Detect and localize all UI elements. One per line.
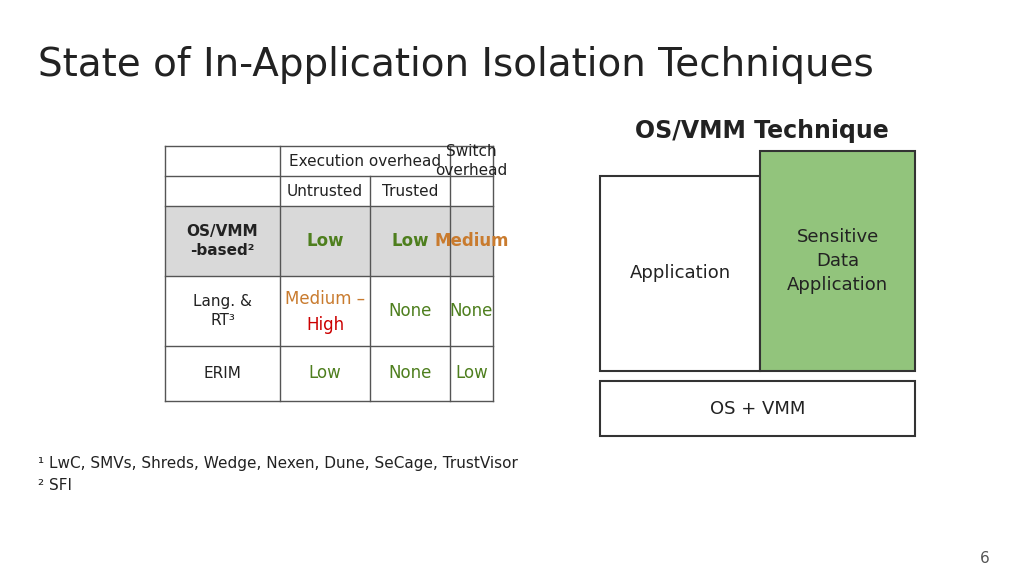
Text: Trusted: Trusted (382, 184, 438, 199)
Text: Untrusted: Untrusted (287, 184, 364, 199)
Text: Medium –: Medium – (285, 290, 366, 308)
Text: Low: Low (391, 232, 429, 250)
Text: Sensitive
Data
Application: Sensitive Data Application (786, 229, 888, 294)
Text: OS/VMM
-based²: OS/VMM -based² (186, 224, 258, 258)
Text: Switch
overhead: Switch overhead (435, 144, 508, 178)
Text: None: None (388, 365, 432, 382)
Text: Execution overhead: Execution overhead (289, 153, 441, 169)
Text: 6: 6 (980, 551, 990, 566)
Text: None: None (388, 302, 432, 320)
Bar (165, 206, 493, 276)
Text: ¹ LwC, SMVs, Shreds, Wedge, Nexen, Dune, SeCage, TrustVisor: ¹ LwC, SMVs, Shreds, Wedge, Nexen, Dune,… (38, 456, 518, 471)
Bar (760, 151, 915, 371)
Bar (600, 381, 915, 436)
Text: Application: Application (630, 264, 730, 282)
Text: State of In-Application Isolation Techniques: State of In-Application Isolation Techni… (38, 46, 873, 84)
Text: None: None (450, 302, 494, 320)
Text: ² SFI: ² SFI (38, 478, 72, 493)
Text: Lang. &
RT³: Lang. & RT³ (193, 294, 252, 328)
Text: Low: Low (455, 365, 487, 382)
Text: Low: Low (308, 365, 341, 382)
Text: Low: Low (306, 232, 344, 250)
Text: OS + VMM: OS + VMM (710, 400, 805, 418)
Text: High: High (306, 316, 344, 334)
Text: OS/VMM Technique: OS/VMM Technique (635, 119, 889, 143)
Text: ERIM: ERIM (204, 366, 242, 381)
Text: Medium: Medium (434, 232, 509, 250)
Bar (600, 176, 760, 371)
